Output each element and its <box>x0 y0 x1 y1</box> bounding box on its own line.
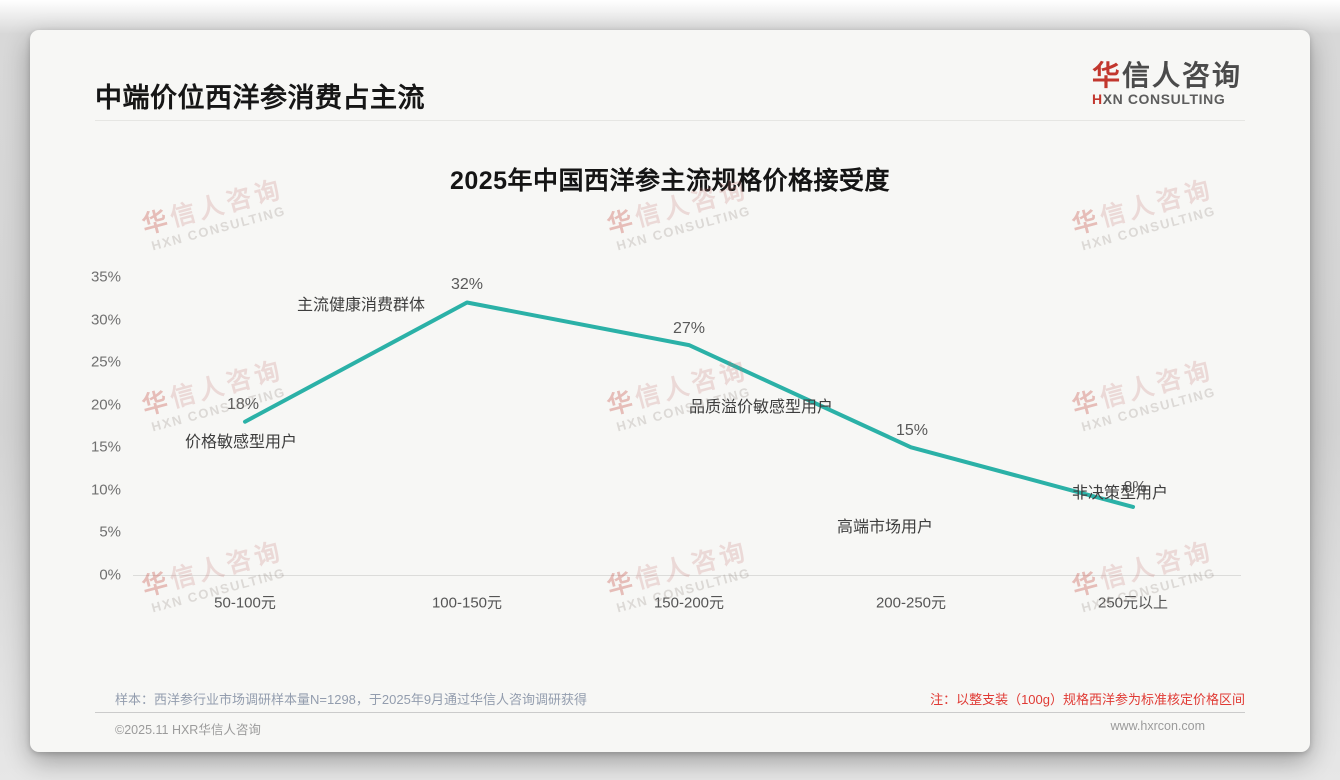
trend-line-svg <box>243 300 1135 509</box>
company-logo: 华信人咨询 HXN CONSULTING <box>1092 61 1242 107</box>
x-axis-label: 250元以上 <box>1097 594 1169 612</box>
value-label: 8% <box>1123 479 1147 496</box>
value-label: 32% <box>450 276 484 293</box>
watermark: 华信人咨询 HXN CONSULTING <box>139 356 288 435</box>
y-axis-tick-label: 20% <box>90 396 121 414</box>
x-axis-label: 100-150元 <box>431 594 503 612</box>
x-axis-baseline <box>133 575 1241 576</box>
watermark: 华信人咨询 HXN CONSULTING <box>139 175 288 254</box>
value-label: 15% <box>895 422 929 439</box>
y-axis-tick-label: 5% <box>99 523 121 541</box>
point-label: 主流健康消费群体 <box>296 297 426 314</box>
watermark: 华信人咨询 HXN CONSULTING <box>604 175 753 254</box>
copyright-text: ©2025.11 HXR华信人咨询 <box>115 723 261 737</box>
point-label: 品质溢价敏感型用户 <box>688 399 834 416</box>
y-axis-tick-label: 15% <box>90 438 121 456</box>
y-axis-tick-label: 25% <box>90 353 121 371</box>
value-label: 18% <box>226 396 260 413</box>
y-axis-tick-label: 35% <box>90 268 121 286</box>
watermark: 华信人咨询 HXN CONSULTING <box>1069 175 1218 254</box>
slide-card: 中端价位西洋参消费占主流 华信人咨询 HXN CONSULTING 2025年中… <box>30 30 1310 752</box>
point-label: 高端市场用户 <box>836 519 934 536</box>
footer-divider <box>95 712 1245 713</box>
chart-area: 35% 30% 25% 20% 15% 10% 5% 0% 50-100元 100-150元 150… <box>30 30 1310 752</box>
point-label: 价格敏感型用户 <box>184 434 298 451</box>
y-axis-tick-label: 30% <box>90 311 121 329</box>
logo-english-text: HXN CONSULTING <box>1091 91 1226 108</box>
x-axis-label: 50-100元 <box>214 594 276 612</box>
header-divider <box>95 120 1245 121</box>
value-label: 27% <box>672 320 706 337</box>
y-axis-tick-label: 10% <box>90 481 121 499</box>
watermark: 华信人咨询 HXN CONSULTING <box>1069 356 1218 435</box>
slide-title: 中端价位西洋参消费占主流 <box>95 83 425 113</box>
sample-note: 样本：西洋参行业市场调研样本量N=1298，于2025年9月通过华信人咨询调研获… <box>115 692 588 707</box>
x-axis-label: 150-200元 <box>653 594 725 612</box>
logo-chinese-text: 华信人咨询 <box>1091 60 1242 91</box>
chart-title: 2025年中国西洋参主流规格价格接受度 <box>449 167 891 195</box>
y-axis-tick-label: 0% <box>99 566 121 584</box>
price-note: 注：以整支装（100g）规格西洋参为标准核定价格区间 <box>930 692 1245 707</box>
x-axis-label: 200-250元 <box>875 594 947 612</box>
point-label: 非决策型用户 <box>1071 485 1169 502</box>
website-url: www.hxrcon.com <box>1110 719 1205 733</box>
